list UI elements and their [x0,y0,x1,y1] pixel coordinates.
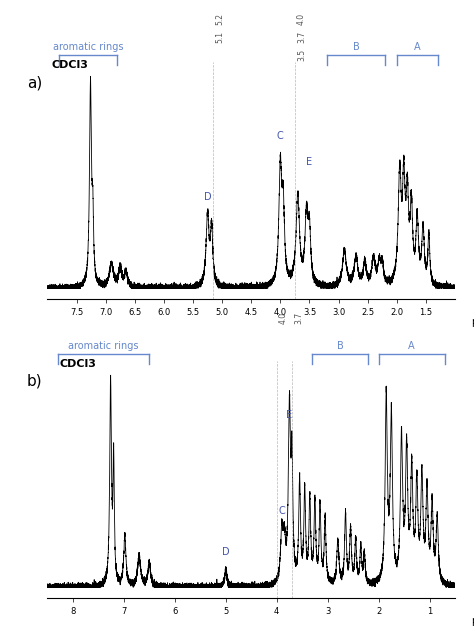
Text: 3.7: 3.7 [294,312,303,324]
Text: E: E [286,410,292,420]
Text: 5.1: 5.1 [215,31,224,43]
Text: a): a) [27,75,42,90]
Text: ppm: ppm [471,317,474,327]
Text: A: A [409,341,415,351]
Text: aromatic rings: aromatic rings [53,42,123,52]
Text: 5.2: 5.2 [215,13,224,25]
Text: b): b) [27,374,43,389]
Text: CDCl3: CDCl3 [52,60,88,70]
Text: B: B [337,341,344,351]
Text: ppm: ppm [471,616,474,626]
Text: 4.0: 4.0 [279,312,288,324]
Text: E: E [306,156,312,167]
Text: 3.7: 3.7 [297,31,306,43]
Text: C: C [277,131,284,141]
Text: A: A [414,42,420,52]
Text: aromatic rings: aromatic rings [68,341,139,351]
Text: CDCl3: CDCl3 [60,359,97,369]
Text: C: C [278,506,285,516]
Text: B: B [353,42,359,52]
Text: 3.5: 3.5 [297,48,306,61]
Text: 4.0: 4.0 [297,13,306,25]
Text: D: D [204,192,211,202]
Text: D: D [222,547,229,557]
